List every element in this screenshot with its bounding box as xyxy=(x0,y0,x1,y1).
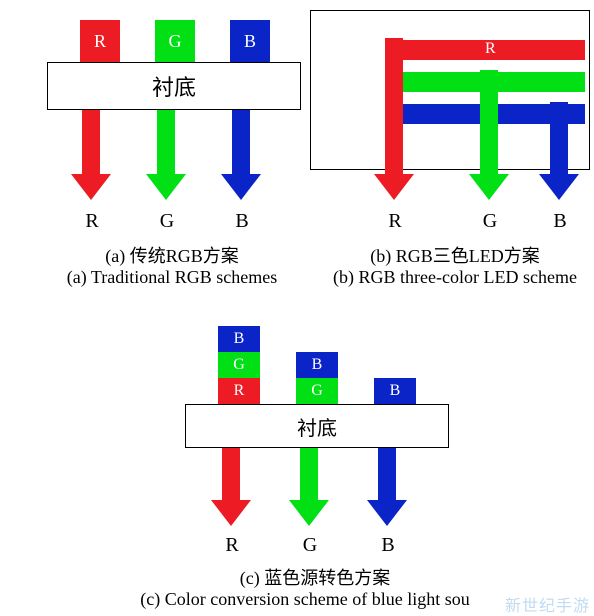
panel-c: BGRBGB衬底RGB(c) 蓝色源转色方案(c) Color conversi… xyxy=(155,320,455,610)
caption-b-cn: (b) RGB三色LED方案 xyxy=(310,242,594,268)
caption-a-cn: (a) 传统RGB方案 xyxy=(27,242,317,268)
caption-b-en: (b) RGB three-color LED scheme xyxy=(310,267,594,288)
panel-b: RGRGB(b) RGB三色LED方案(b) RGB three-color L… xyxy=(310,10,594,290)
stack-cell-b: B xyxy=(218,326,260,352)
substrate: 衬底 xyxy=(47,62,301,110)
watermark: 新世纪手游 xyxy=(505,592,590,616)
label-b: B xyxy=(227,210,257,233)
caption-c-cn: (c) 蓝色源转色方案 xyxy=(170,564,460,590)
label-g: G xyxy=(295,534,325,557)
stack-cell-b: B xyxy=(374,378,416,404)
stack-cell-g: G xyxy=(218,352,260,378)
box-r: R xyxy=(80,20,120,62)
box-b: B xyxy=(230,20,270,62)
label-g: G xyxy=(475,210,505,233)
caption-a-en: (a) Traditional RGB schemes xyxy=(27,267,317,288)
label-r: R xyxy=(77,210,107,233)
stripe-label-r: R xyxy=(485,40,496,58)
substrate: 衬底 xyxy=(185,404,449,448)
label-r: R xyxy=(217,534,247,557)
caption-c-en: (c) Color conversion scheme of blue ligh… xyxy=(115,589,495,610)
label-b: B xyxy=(373,534,403,557)
panel-a: RGB衬底RGB(a) 传统RGB方案(a) Traditional RGB s… xyxy=(35,10,305,290)
label-r: R xyxy=(380,210,410,233)
stack-cell-b: B xyxy=(296,352,338,378)
figure-container: RGB衬底RGB(a) 传统RGB方案(a) Traditional RGB s… xyxy=(0,0,594,615)
label-b: B xyxy=(545,210,575,233)
stack-cell-g: G xyxy=(296,378,338,404)
box-g: G xyxy=(155,20,195,62)
label-g: G xyxy=(152,210,182,233)
stack-cell-r: R xyxy=(218,378,260,404)
